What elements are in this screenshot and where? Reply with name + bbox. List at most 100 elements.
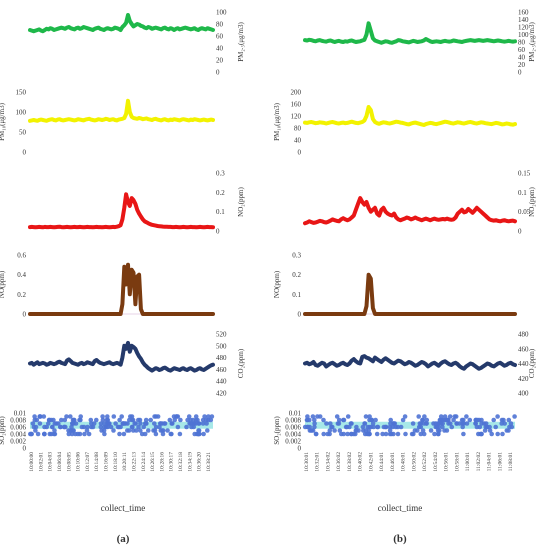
data-point (371, 117, 375, 121)
data-point (475, 206, 479, 210)
so2-point (343, 424, 349, 430)
so2-point (32, 414, 37, 419)
data-point (360, 200, 364, 204)
so2-point (460, 421, 465, 426)
y-tick-label: 0 (216, 69, 220, 77)
so2-point (321, 417, 326, 423)
so2-point (327, 428, 333, 433)
so2-point (446, 421, 451, 426)
so2-point (491, 417, 497, 423)
so2-point (487, 428, 493, 433)
data-point (371, 359, 375, 363)
y-tick-label: 0 (23, 149, 27, 157)
data-point (211, 28, 215, 32)
so2-point (49, 431, 54, 437)
so2-point (32, 417, 38, 423)
so2-point (178, 417, 183, 423)
so2-point (193, 421, 199, 426)
so2-point (77, 417, 82, 423)
data-point (337, 219, 341, 223)
so2-point (476, 431, 481, 437)
so2-point (33, 428, 38, 433)
so2-point (195, 417, 200, 423)
x-tick-label: 10:36:20 (197, 452, 203, 472)
so2-point (474, 424, 480, 430)
so2-point (362, 421, 367, 426)
so2-point (500, 431, 505, 437)
so2-point (418, 431, 424, 437)
so2-point (508, 421, 514, 426)
so2-point (132, 421, 137, 426)
y-tick-label: 0.6 (17, 252, 26, 260)
x-tick-label: 10:58:01 (454, 452, 460, 472)
so2-point (431, 421, 436, 426)
so2-point (459, 417, 465, 423)
so2-point (119, 414, 124, 419)
x-tick-label: 10:06:04 (57, 452, 63, 472)
y-tick-label: 480 (216, 354, 227, 362)
x-tick-label: 10:46:01 (390, 452, 396, 472)
data-point (137, 212, 141, 216)
so2-point (28, 431, 34, 437)
so2-point (334, 414, 340, 419)
so2-point (50, 424, 55, 430)
y-tick-label: 440 (216, 378, 227, 386)
so2-point (111, 428, 116, 433)
data-point (473, 208, 477, 213)
so2-point (440, 424, 445, 430)
data-point (369, 108, 373, 112)
y-tick-label: 480 (518, 331, 529, 339)
so2-point (204, 421, 209, 426)
data-point (130, 22, 134, 26)
so2-point (424, 421, 429, 426)
data-point (326, 312, 330, 316)
y-tick-label: 420 (518, 375, 529, 383)
so2-point (113, 421, 118, 426)
data-point (356, 312, 360, 316)
so2-point (345, 414, 351, 419)
data-point (122, 206, 126, 210)
so2-point (354, 428, 359, 433)
y-tick-label: 0.05 (518, 208, 531, 216)
so2-point (98, 424, 104, 430)
data-point (477, 208, 481, 212)
data-point (371, 208, 375, 212)
so2-point (193, 414, 199, 419)
data-point (124, 112, 128, 116)
x-tick-label: 10:26:15 (150, 452, 156, 472)
data-point (135, 208, 139, 212)
y-axis-label: PM₁₀(μg/m3) (273, 102, 281, 140)
data-point (364, 114, 369, 118)
data-point (358, 196, 362, 200)
so2-point (483, 421, 489, 426)
data-point (347, 361, 352, 366)
chart-a-no: 0 0.2 0.4 0.6 NO(ppm) (0, 252, 215, 319)
so2-point (452, 414, 458, 419)
so2-point (158, 428, 164, 433)
so2-point (380, 431, 385, 437)
x-tick-label: 10:08:05 (66, 452, 72, 472)
data-point (126, 99, 130, 103)
data-point (369, 210, 373, 214)
x-tick-label: 10:18:10 (113, 452, 119, 472)
data-point (477, 312, 481, 316)
y-axis-label: NO(ppm) (273, 270, 281, 298)
so2-point (148, 417, 153, 423)
panel-label-a: (a) (117, 533, 130, 545)
y-tick-label: 50 (19, 129, 27, 137)
data-point (133, 347, 137, 351)
data-point (337, 312, 341, 316)
data-point (364, 200, 369, 204)
so2-point (337, 428, 343, 433)
so2-point (155, 414, 161, 419)
x-tick-label: 10:16:09 (104, 452, 110, 472)
y-tick-label: 400 (518, 390, 529, 398)
so2-point (42, 431, 47, 437)
y-tick-label: 0.002 (285, 438, 301, 446)
so2-point (388, 417, 394, 423)
data-point (128, 19, 132, 23)
data-point (119, 363, 123, 367)
so2-point (102, 431, 107, 437)
data-point (91, 362, 95, 366)
y-tick-label: 60 (216, 33, 224, 41)
